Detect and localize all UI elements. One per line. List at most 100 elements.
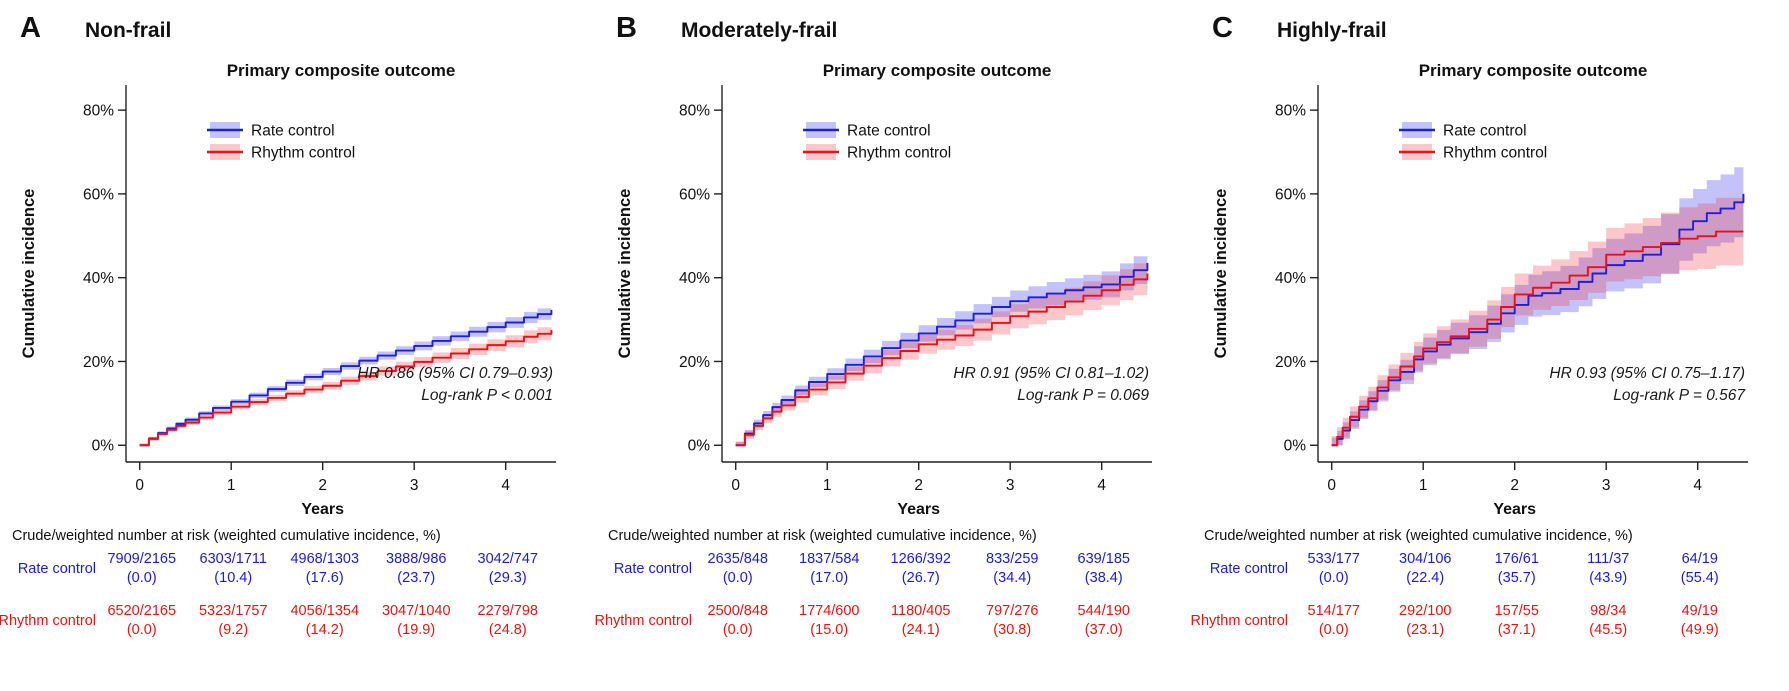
x-tick-label: 2 <box>318 477 327 494</box>
panel-title: Moderately-frail <box>680 19 838 42</box>
risk-pct: (24.8) <box>488 622 527 639</box>
y-tick-label: 20% <box>1275 354 1306 371</box>
risk-pct: (10.4) <box>214 570 253 587</box>
hr-annotation: HR 0.93 (95% CI 0.75–1.17) <box>1549 365 1745 382</box>
risk-table: Crude/weighted number at risk (weighted … <box>0 528 596 641</box>
rate-control-ci-ribbon <box>1331 158 1744 446</box>
panel-highly-frail: C Highly-frail Primary composite outcome C… <box>1190 0 1788 691</box>
risk-table-grid: Rate control 533/177 (0.0) 304/106 (22.4) … <box>1190 550 1788 641</box>
risk-cell: 111/37 (43.9) <box>1563 550 1655 588</box>
y-tick-label: 40% <box>1275 270 1306 287</box>
risk-n: 1774/600 <box>799 603 860 620</box>
risk-row-label-rhythm-control: Rhythm control <box>0 613 96 630</box>
x-axis-label: Years <box>897 501 940 518</box>
risk-cell: 64/19 (55.4) <box>1654 550 1746 588</box>
risk-cell: 3042/747 (29.3) <box>462 550 554 588</box>
risk-n: 1266/392 <box>890 551 951 567</box>
panel-header: A Non-frail <box>0 0 596 50</box>
risk-cell: 304/106 (22.4) <box>1380 550 1472 588</box>
panel-letter: A <box>20 12 41 44</box>
risk-cell: 2635/848 (0.0) <box>692 550 784 588</box>
y-tick-label: 60% <box>83 186 114 203</box>
risk-n: 6303/1711 <box>199 551 267 567</box>
risk-n: 6520/2165 <box>107 603 177 620</box>
risk-n: 2500/848 <box>707 603 768 620</box>
risk-n: 292/100 <box>1399 603 1452 620</box>
risk-cell: 3888/986 (23.7) <box>371 550 463 588</box>
y-tick-label: 80% <box>679 103 710 120</box>
y-axis-label: Cumulative incidence <box>1212 189 1230 359</box>
risk-n: 4056/1354 <box>290 603 360 620</box>
risk-pct: (19.9) <box>397 622 436 639</box>
risk-pct: (0.0) <box>722 570 753 587</box>
risk-pct: (15.0) <box>810 622 849 639</box>
risk-n: 797/276 <box>986 603 1039 620</box>
rate-control-ci-ribbon <box>139 304 552 446</box>
risk-table-header: Crude/weighted number at risk (weighted … <box>608 528 1037 544</box>
risk-pct: (0.0) <box>126 570 157 587</box>
risk-n: 833/259 <box>986 551 1039 567</box>
risk-row-label-rate-control: Rate control <box>1209 561 1288 578</box>
risk-pct: (0.0) <box>722 622 753 639</box>
risk-cell: 833/259 (34.4) <box>967 550 1059 588</box>
y-tick-label: 20% <box>679 354 710 371</box>
legend-label: Rhythm control <box>251 145 355 162</box>
plot-title: Primary composite outcome <box>1419 61 1648 80</box>
risk-cell: 514/177 (0.0) <box>1288 602 1380 640</box>
risk-pct: (0.0) <box>126 622 157 639</box>
risk-table-grid: Rate control 2635/848 (0.0) 1837/584 (17.0… <box>594 550 1192 641</box>
x-tick-label: 2 <box>1510 477 1519 494</box>
risk-pct: (37.1) <box>1497 622 1536 639</box>
risk-table-header: Crude/weighted number at risk (weighted … <box>12 528 441 544</box>
risk-pct: (49.9) <box>1680 622 1719 639</box>
risk-cell: 98/34 (45.5) <box>1563 602 1655 640</box>
risk-n: 1837/584 <box>799 551 860 567</box>
risk-cell: 5323/1757 (9.2) <box>188 602 280 640</box>
rhythm-control-ci-ribbon <box>735 257 1148 446</box>
legend-label: Rhythm control <box>847 145 951 162</box>
risk-pct: (24.1) <box>901 622 940 639</box>
x-axis-label: Years <box>1493 501 1536 518</box>
risk-pct: (0.0) <box>1318 622 1349 639</box>
risk-cell: 1837/584 (17.0) <box>784 550 876 588</box>
risk-pct: (23.1) <box>1406 622 1445 639</box>
y-tick-label: 60% <box>1275 186 1306 203</box>
risk-row-label-rhythm-control: Rhythm control <box>1190 613 1288 630</box>
x-tick-label: 4 <box>501 477 510 494</box>
risk-n: 514/177 <box>1307 603 1360 620</box>
logrank-annotation: Log-rank P < 0.001 <box>421 387 553 404</box>
y-axis-label: Cumulative incidence <box>20 189 38 359</box>
panel-letter: C <box>1212 12 1233 44</box>
risk-pct: (17.0) <box>810 570 849 587</box>
risk-cell: 2279/798 (24.8) <box>462 602 554 640</box>
risk-n: 2635/848 <box>707 551 768 567</box>
x-tick-label: 3 <box>1602 477 1611 494</box>
x-tick-label: 0 <box>1327 477 1336 494</box>
panel-non-frail: A Non-frail Primary composite outcome Cumu… <box>0 0 596 691</box>
risk-n: 3042/747 <box>477 551 538 567</box>
risk-cell: 49/19 (49.9) <box>1654 602 1746 640</box>
cumulative-incidence-chart: Primary composite outcome Cumulative inci… <box>616 61 1152 518</box>
y-tick-label: 20% <box>83 354 114 371</box>
x-tick-label: 4 <box>1097 477 1106 494</box>
risk-n: 3047/1040 <box>381 603 451 620</box>
panel-moderately-frail: B Moderately-frail Primary composite outc… <box>594 0 1192 691</box>
cumulative-incidence-chart: Primary composite outcome Cumulative inci… <box>1212 61 1748 518</box>
risk-pct: (34.4) <box>993 570 1032 587</box>
risk-n: 544/190 <box>1077 603 1130 620</box>
risk-row-label-rate-control: Rate control <box>17 561 96 578</box>
y-axis-label: Cumulative incidence <box>616 189 634 359</box>
risk-pct: (55.4) <box>1680 570 1719 587</box>
x-axis-label: Years <box>301 501 344 518</box>
panel-header: B Moderately-frail <box>596 0 1192 50</box>
risk-pct: (45.5) <box>1589 622 1628 639</box>
risk-n: 5323/1757 <box>198 603 268 620</box>
hr-annotation: HR 0.91 (95% CI 0.81–1.02) <box>953 365 1149 382</box>
rhythm-control-ci-ribbon <box>1331 196 1744 446</box>
risk-pct: (37.0) <box>1084 622 1123 639</box>
risk-n: 1180/405 <box>891 603 951 620</box>
risk-pct: (26.7) <box>901 570 940 587</box>
y-tick-label: 80% <box>83 103 114 120</box>
legend-label: Rate control <box>847 123 931 140</box>
